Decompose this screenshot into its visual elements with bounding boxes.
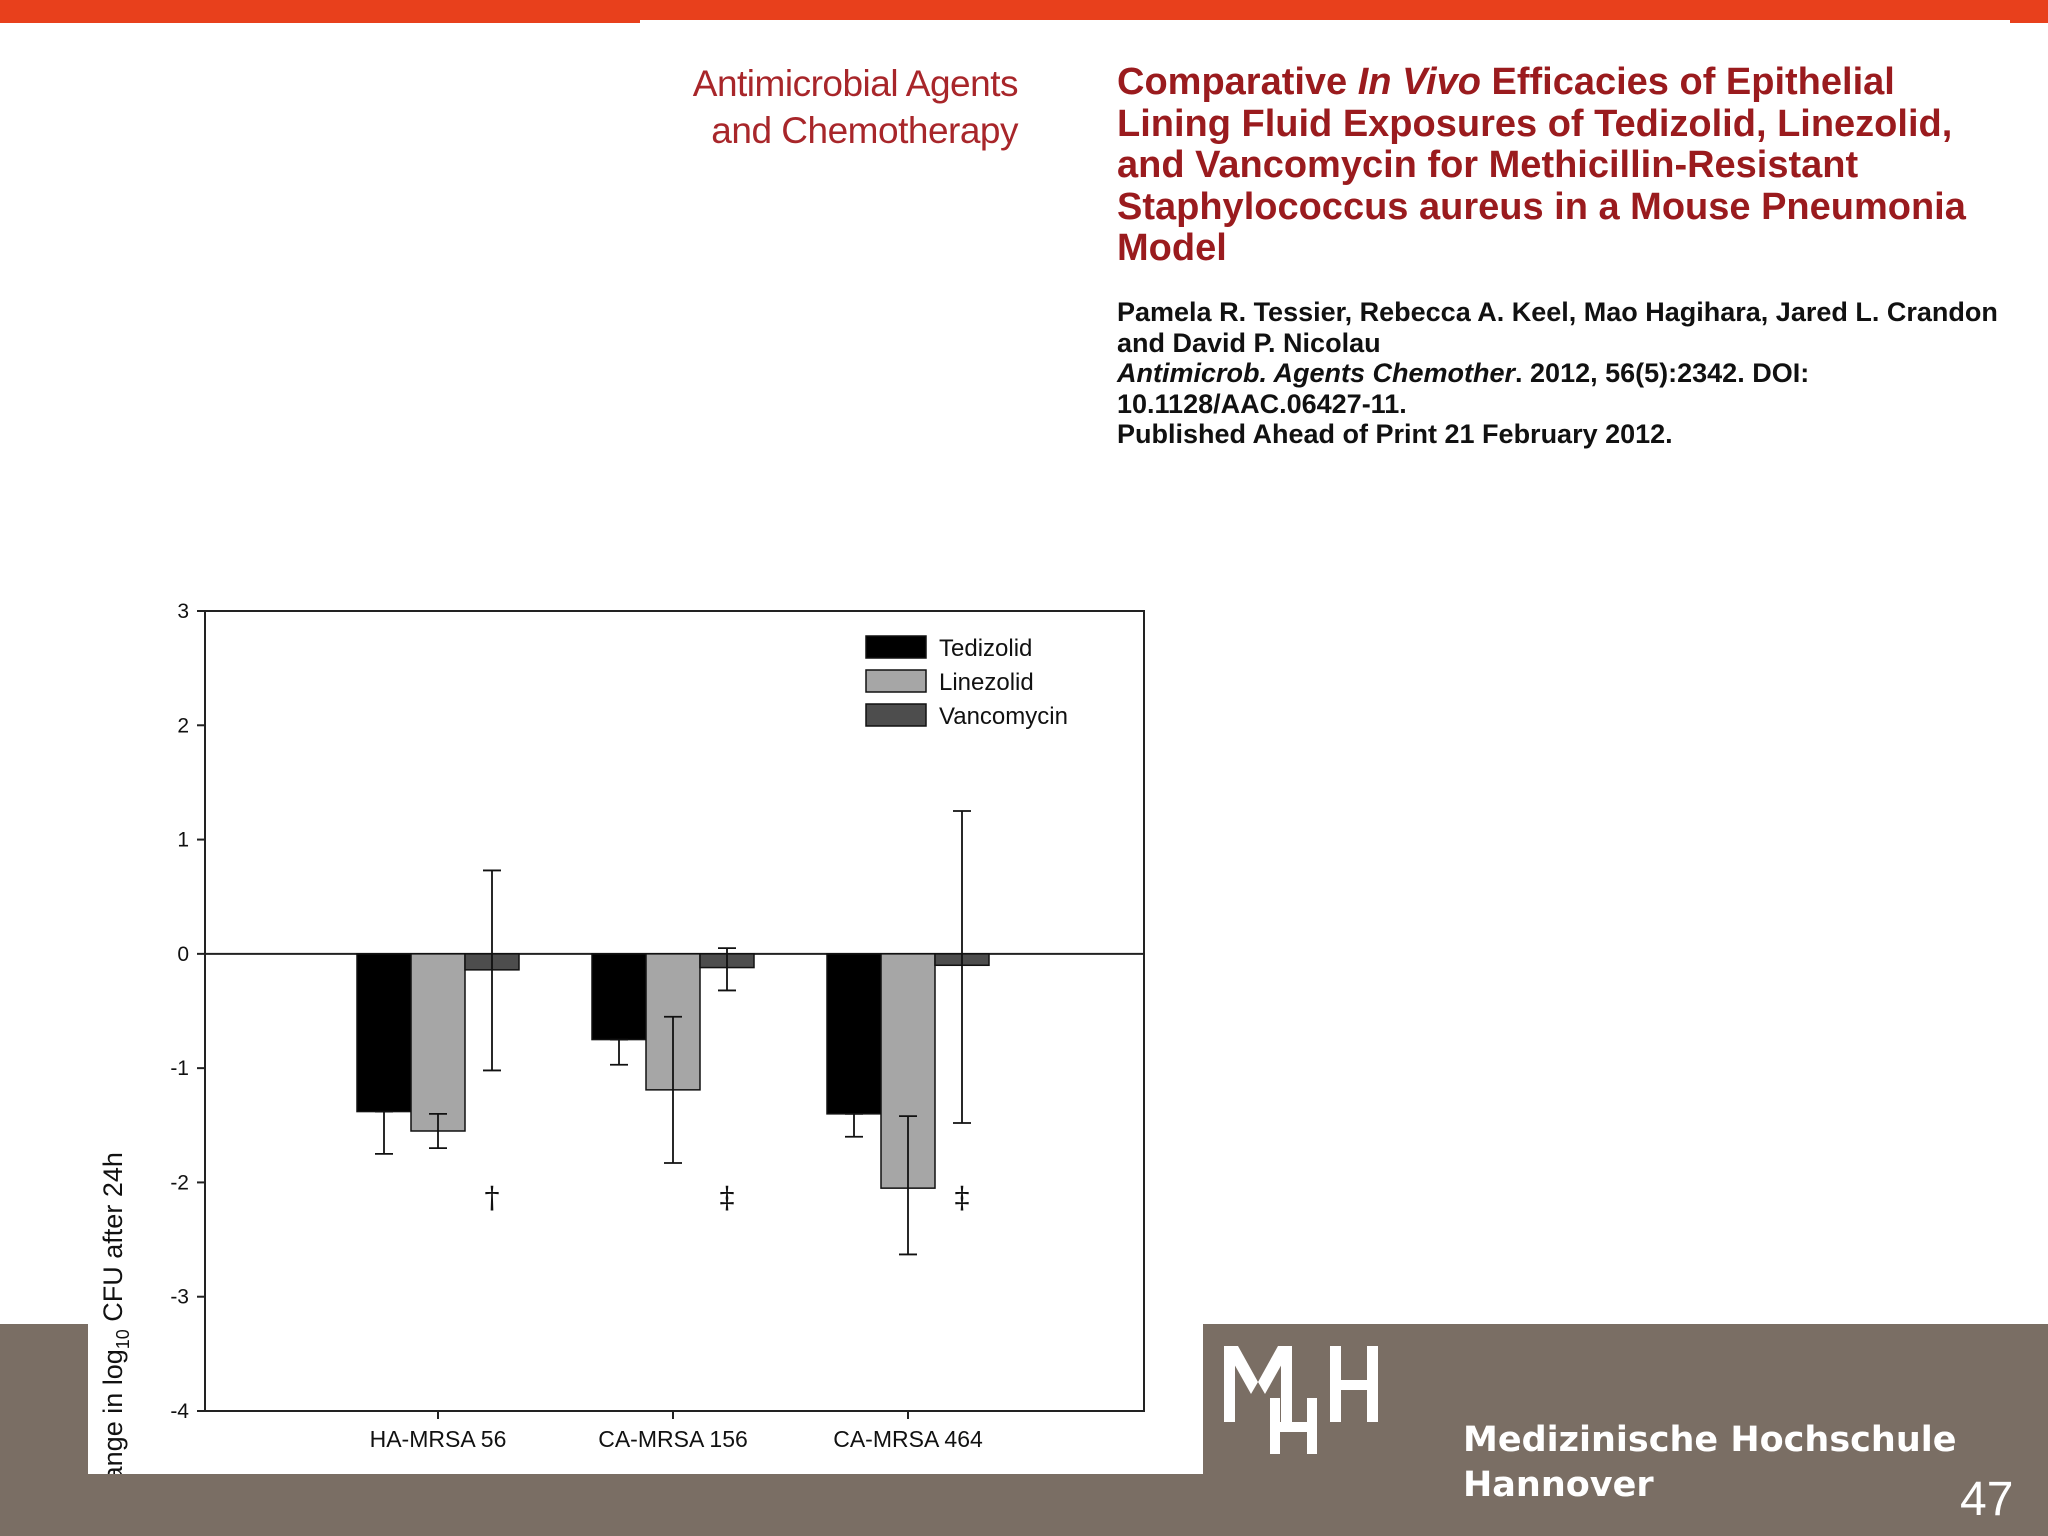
article-title-part-2: Efficacies of Epithelial Lining Fluid Ex…: [1117, 61, 1966, 269]
bar-tedizolid: [356, 953, 412, 1113]
y-tick-label: -3: [170, 1286, 189, 1309]
y-tick-label: -1: [170, 1057, 189, 1080]
chart-panel: Change in log10 CFU after 24h 3 2 1 0 -1 -2 -3…: [88, 568, 1203, 1474]
significance-marker: ‡: [720, 1181, 735, 1216]
y-axis-label-rest: CFU after 24h: [98, 1152, 128, 1329]
y-tick-label: -4: [170, 1400, 189, 1423]
legend-swatch-vancomycin: [865, 703, 927, 727]
significance-marker: ‡: [955, 1181, 970, 1216]
y-axis-label-main: Change in log: [98, 1349, 128, 1474]
top-accent-bar: [0, 0, 2048, 23]
article-title-italic: In Vivo: [1357, 61, 1481, 103]
mhh-logo: [1224, 1346, 1378, 1454]
y-axis-label-subscript: 10: [113, 1329, 133, 1349]
journal-name-line-2: and Chemotherapy: [711, 110, 1018, 151]
citation-journal: Antimicrob. Agents Chemother. 2012, 56(5…: [1117, 358, 2017, 419]
x-category-label: HA-MRSA 56: [370, 1426, 507, 1452]
institution-line-2: Hannover: [1463, 1465, 1654, 1505]
y-tick-label: 0: [177, 943, 189, 966]
citation-journal-rest: . 2012, 56(5):2342. DOI: 10.1128/AAC.064…: [1117, 358, 1810, 419]
citation-journal-italic: Antimicrob. Agents Chemother: [1117, 358, 1516, 388]
citation-published: Published Ahead of Print 21 February 201…: [1117, 419, 1673, 449]
legend-swatch-linezolid: [865, 669, 927, 693]
article-title: Comparative In Vivo Efficacies of Epithe…: [1117, 61, 2017, 270]
citation-authors: Pamela R. Tessier, Rebecca A. Keel, Mao …: [1117, 297, 1998, 358]
y-tick-label: 2: [177, 714, 189, 737]
x-category-label: CA-MRSA 156: [598, 1426, 748, 1452]
legend-label-vancomycin: Vancomycin: [939, 703, 1068, 730]
article-citation: Pamela R. Tessier, Rebecca A. Keel, Mao …: [1117, 297, 2017, 450]
bar-tedizolid: [826, 953, 882, 1115]
plot-frame: [204, 610, 1145, 1412]
y-tick-label: 3: [177, 600, 189, 623]
journal-name-line-1: Antimicrobial Agents: [692, 63, 1019, 104]
bar-chart: Change in log10 CFU after 24h 3210-1-2-3…: [98, 600, 1145, 1474]
institution-name: Medizinische Hochschule Hannover: [1463, 1418, 1956, 1508]
x-category-label: CA-MRSA 464: [833, 1426, 983, 1452]
legend-swatch-tedizolid: [865, 635, 927, 659]
journal-name: Antimicrobial Agents and Chemotherapy: [560, 60, 1019, 154]
y-tick-label: -2: [170, 1171, 189, 1194]
page-number: 47: [1960, 1473, 2014, 1526]
legend-label-linezolid: Linezolid: [939, 669, 1034, 696]
bar-linezolid: [410, 953, 466, 1132]
y-tick-label: 1: [177, 829, 189, 852]
top-accent-bar-gap: [640, 20, 2010, 24]
significance-marker: †: [485, 1181, 500, 1216]
legend-label-tedizolid: Tedizolid: [939, 635, 1032, 662]
bar-tedizolid: [591, 953, 647, 1041]
y-axis-label: Change in log10 CFU after 24h: [98, 1152, 133, 1474]
article-title-part-1: Comparative: [1117, 61, 1358, 103]
institution-line-1: Medizinische Hochschule: [1463, 1420, 1957, 1460]
